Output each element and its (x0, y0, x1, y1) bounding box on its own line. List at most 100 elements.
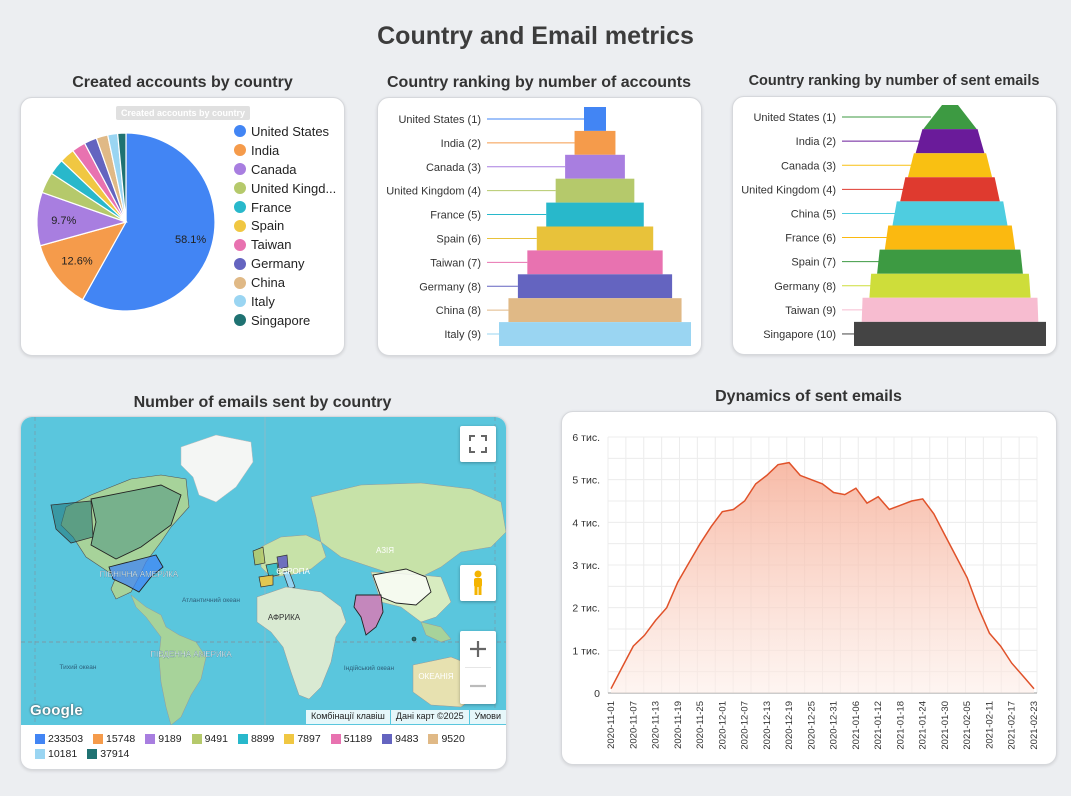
pie-card: 58.1% 12.6% 9.7% Created accounts by count… (20, 97, 345, 356)
legend-swatch-icon (35, 733, 45, 744)
rank-bar-3[interactable] (900, 177, 1000, 202)
map-legend-item[interactable]: 9189 (145, 731, 182, 746)
map-legend-label: 9520 (441, 732, 465, 745)
x-tick-label: 2020-12-01 (717, 701, 728, 750)
rank-label-1: India (2) (796, 136, 836, 148)
map-legend-item[interactable]: 9520 (428, 731, 465, 746)
world-map[interactable]: ПІВНІЧНА АМЕРИКА ПІВДЕННА АМЕРИКА ЄВРОПА… (21, 417, 506, 725)
rank-accounts-chart: United States (1) India (2) Canada (3) Unit… (386, 107, 691, 346)
rank-bar-5[interactable] (884, 225, 1016, 250)
rank-bar-3[interactable] (555, 178, 635, 203)
rank-bar-7[interactable] (517, 274, 673, 299)
map-legend: 233503 15748 9189 9491 8899 7897 51189 9483 9520… (35, 731, 495, 761)
rank-bar-6[interactable] (877, 249, 1023, 274)
rank-bar-4[interactable] (892, 201, 1008, 226)
map-legend-item[interactable]: 9483 (382, 731, 418, 746)
pie-legend-item[interactable]: France (234, 198, 336, 217)
x-tick-label: 2021-01-18 (895, 701, 906, 750)
pie-legend-item[interactable]: United States (234, 122, 336, 141)
pie-legend-item[interactable]: China (234, 273, 336, 292)
rank-bar-5[interactable] (536, 226, 654, 251)
map-label-atlantic: Атлантичний океан (182, 596, 240, 604)
x-tick-label: 2020-12-13 (762, 701, 773, 750)
y-tick-label: 0 (594, 688, 600, 700)
map-attribution: Комбінації клавіш Дані карт ©2025 Умови (305, 710, 506, 724)
pie-legend-item[interactable]: India (234, 141, 336, 160)
legend-swatch-icon (87, 748, 98, 759)
map-legend-item[interactable]: 15748 (93, 731, 135, 746)
legend-dot-icon (234, 257, 246, 270)
map-legend-item[interactable]: 10181 (35, 746, 77, 761)
pie-legend-item[interactable]: Italy (234, 292, 336, 311)
rank-bar-8[interactable] (508, 298, 682, 323)
legend-dot-icon (234, 163, 246, 176)
map-canvas[interactable]: ПІВНІЧНА АМЕРИКА ПІВДЕННА АМЕРИКА ЄВРОПА… (21, 417, 506, 725)
legend-swatch-icon (382, 733, 393, 744)
rank-emails-card: United States (1) India (2) Canada (3) Unit… (732, 96, 1057, 355)
x-tick-label: 2020-11-01 (606, 701, 617, 749)
map-card: ПІВНІЧНА АМЕРИКА ПІВДЕННА АМЕРИКА ЄВРОПА… (20, 416, 507, 770)
map-legend-item[interactable]: 9491 (191, 731, 228, 746)
rank-label-2: Canada (3) (426, 162, 481, 174)
legend-dot-icon (234, 276, 246, 289)
rank-bar-7[interactable] (869, 273, 1031, 298)
map-legend-item[interactable]: 233503 (35, 731, 83, 746)
map-legend-label: 15748 (106, 732, 136, 745)
rank-bar-9[interactable] (499, 322, 691, 346)
rank-accounts-title: Country ranking by number of accounts (386, 74, 692, 91)
pie-legend-item[interactable]: Spain (234, 216, 336, 235)
pegman-icon[interactable] (460, 565, 496, 601)
rank-bar-1[interactable] (915, 129, 985, 154)
map-legend-item[interactable]: 7897 (284, 731, 321, 746)
pie-legend-label: Singapore (251, 312, 311, 328)
rank-bar-1[interactable] (574, 130, 616, 155)
rank-bar-0[interactable] (584, 107, 606, 131)
legend-swatch-icon (93, 733, 104, 744)
pie-legend-item[interactable]: Singapore (234, 311, 336, 330)
rank-bar-0[interactable] (923, 105, 977, 130)
zoom-in-icon[interactable] (469, 631, 487, 667)
pie-legend-label: Taiwan (251, 237, 292, 253)
pie-slice-1[interactable] (39, 221, 128, 301)
pie-legend-item[interactable]: Canada (234, 160, 336, 179)
rank-label-6: Spain (7) (791, 257, 836, 269)
rank-bar-8[interactable] (861, 297, 1039, 322)
rank-label-3: United Kingdom (4) (386, 186, 481, 198)
rank-bar-6[interactable] (527, 250, 663, 275)
map-label-oceania: ОКЕАНІЯ (418, 672, 454, 681)
rank-bar-2[interactable] (907, 153, 993, 178)
x-tick-label: 2020-12-25 (806, 701, 817, 750)
pie-legend-label: Canada (251, 161, 297, 177)
y-tick-label: 1 тис. (572, 645, 600, 657)
rank-bar-4[interactable] (546, 202, 644, 227)
x-tick-label: 2020-12-07 (740, 701, 751, 750)
rank-label-9: Singapore (10) (763, 329, 836, 341)
map-legend-label: 7897 (297, 732, 321, 745)
zoom-out-icon[interactable] (469, 668, 487, 704)
fullscreen-icon[interactable] (460, 426, 496, 462)
pie-slice-0[interactable] (81, 132, 216, 312)
rank-label-4: China (5) (791, 208, 836, 220)
pie-legend-item[interactable]: United Kingd... (234, 179, 336, 198)
y-tick-label: 3 тис. (572, 560, 600, 572)
pie-legend-item[interactable]: Taiwan (234, 235, 336, 254)
pie-slice-10[interactable] (116, 132, 127, 223)
rank-label-0: United States (1) (753, 112, 836, 124)
rank-bar-2[interactable] (565, 154, 625, 179)
terms-link[interactable]: Умови (469, 710, 506, 724)
map-legend-label: 233503 (48, 732, 84, 745)
rank-label-5: Spain (6) (436, 233, 481, 245)
x-tick-label: 2021-01-30 (940, 701, 951, 750)
keyboard-shortcuts-link[interactable]: Комбінації клавіш (305, 710, 390, 724)
map-legend-item[interactable]: 37914 (87, 746, 129, 761)
rank-label-1: India (2) (441, 138, 481, 150)
rank-label-0: United States (1) (398, 114, 481, 126)
map-legend-item[interactable]: 51189 (330, 731, 372, 746)
rank-label-5: France (6) (785, 233, 836, 245)
series-line[interactable] (610, 461, 1035, 690)
map-legend-item[interactable]: 8899 (237, 731, 274, 746)
pie-legend-item[interactable]: Germany (234, 254, 336, 273)
rank-bar-9[interactable] (854, 321, 1046, 346)
pie-legend-label: France (251, 199, 292, 215)
rank-label-8: Taiwan (9) (785, 305, 836, 317)
